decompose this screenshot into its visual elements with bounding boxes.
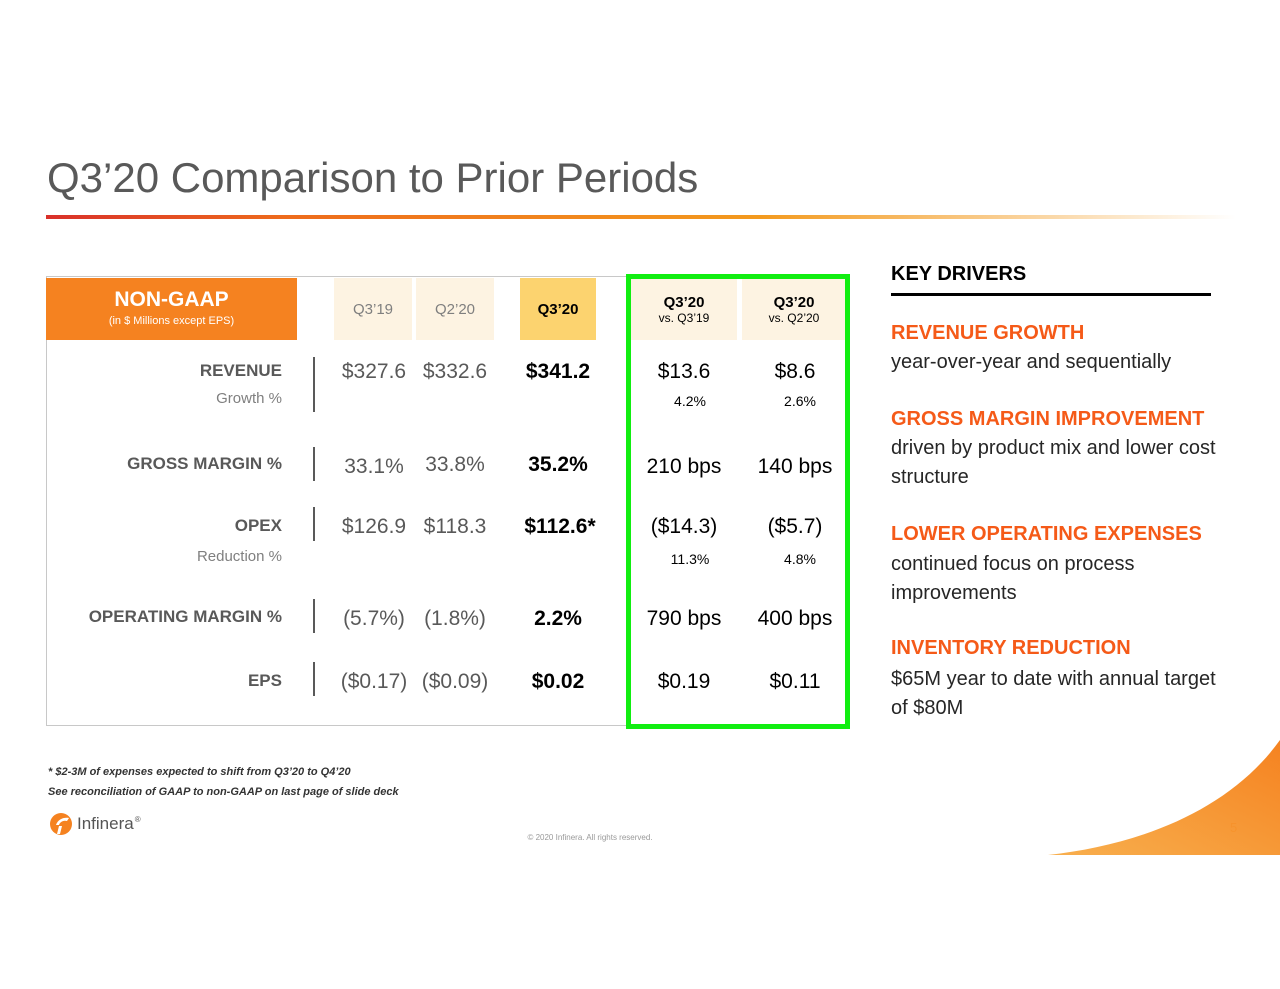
cell-revenue-q220: $332.6: [422, 360, 488, 383]
row-divider: [313, 357, 315, 391]
cell-growth-vs-q319: 4.2%: [674, 393, 706, 409]
non-gaap-subtitle: (in $ Millions except EPS): [108, 315, 235, 327]
cell-reduction-vs-q319: 11.3%: [670, 551, 710, 567]
cell-opex-q320: $112.6*: [524, 515, 596, 538]
infinera-logo: Infinera ®: [49, 811, 141, 837]
cell-opex-q220: $118.3: [423, 515, 487, 538]
row-divider: [313, 447, 315, 481]
corner-accent: [1048, 740, 1280, 855]
cell-gross-margin-q220: 33.8%: [425, 453, 485, 476]
cell-revenue-q319: $327.6: [341, 360, 407, 383]
column-header-q320: Q3’20: [520, 278, 596, 340]
key-drivers-title: KEY DRIVERS: [891, 263, 1027, 285]
cell-opex-vs-q220: ($5.7): [767, 515, 823, 538]
column-header-label: Q3’20: [663, 293, 705, 311]
non-gaap-header: NON-GAAP (in $ Millions except EPS): [46, 278, 297, 340]
driver-heading-gross-margin: GROSS MARGIN IMPROVEMENT: [891, 408, 1205, 430]
cell-gross-margin-vs-q319: 210 bps: [646, 455, 722, 478]
copyright: © 2020 Infinera. All rights reserved.: [527, 833, 653, 842]
row-label-opex: OPEX: [234, 516, 282, 535]
cell-eps-vs-q220: $0.11: [769, 670, 821, 693]
cell-revenue-vs-q319: $13.6: [657, 360, 711, 383]
page-title: Q3’20 Comparison to Prior Periods: [47, 154, 699, 201]
cell-revenue-vs-q220: $8.6: [774, 360, 816, 383]
logo-text: Infinera: [77, 814, 134, 833]
cell-operating-margin-vs-q220: 400 bps: [757, 607, 833, 630]
cell-eps-vs-q319: $0.19: [657, 670, 711, 693]
cell-opex-q319: $126.9: [341, 515, 407, 538]
non-gaap-title: NON-GAAP: [114, 288, 229, 311]
row-label-gross-margin: GROSS MARGIN %: [127, 454, 282, 473]
title-divider: [46, 215, 1236, 219]
row-label-reduction: Reduction %: [196, 548, 282, 565]
column-header-sublabel: vs. Q3’19: [658, 310, 710, 325]
row-label-growth: Growth %: [216, 390, 282, 407]
cell-growth-vs-q220: 2.6%: [784, 393, 816, 409]
column-header-q220: Q2’20: [416, 278, 494, 340]
footnote-reconciliation: See reconciliation of GAAP to non-GAAP o…: [48, 786, 399, 798]
driver-heading-opex: LOWER OPERATING EXPENSES: [891, 523, 1202, 545]
row-divider: [313, 507, 315, 541]
row-divider: [313, 662, 315, 696]
driver-text-gross-margin: driven by product mix and lower cost str…: [891, 437, 1216, 488]
cell-gross-margin-q319: 33.1%: [344, 455, 404, 478]
row-label-eps: EPS: [247, 671, 282, 690]
comparison-table: [46, 276, 628, 726]
column-header-sublabel: vs. Q2’20: [768, 310, 820, 325]
driver-text-inventory: $65M year to date with annual target of …: [891, 668, 1216, 719]
cell-eps-q319: ($0.17): [340, 670, 408, 693]
column-header-vs-q319: Q3’20 vs. Q3’19: [631, 278, 737, 340]
driver-heading-inventory: INVENTORY REDUCTION: [891, 637, 1131, 659]
column-header-label: Q3’20: [773, 293, 815, 311]
column-header-vs-q220: Q3’20 vs. Q2’20: [742, 278, 846, 340]
cell-operating-margin-q220: (1.8%): [424, 607, 486, 630]
cell-eps-q320: $0.02: [531, 670, 585, 693]
infinera-logo-icon: [50, 813, 72, 835]
row-divider: [313, 384, 315, 412]
driver-heading-revenue: REVENUE GROWTH: [891, 322, 1085, 344]
row-label-operating-margin: OPERATING MARGIN %: [88, 607, 282, 626]
driver-text-revenue: year-over-year and sequentially: [891, 351, 1172, 373]
highlight-box: [626, 274, 850, 729]
key-drivers-divider: [891, 293, 1211, 296]
footnote-opex: * $2-3M of expenses expected to shift fr…: [48, 766, 351, 778]
cell-gross-margin-vs-q220: 140 bps: [757, 455, 833, 478]
logo-mark: ®: [134, 815, 141, 824]
driver-text-opex: continued focus on process improvements: [891, 553, 1135, 604]
cell-revenue-q320: $341.2: [525, 360, 591, 383]
cell-operating-margin-q319: (5.7%): [343, 607, 405, 630]
cell-operating-margin-q320: 2.2%: [534, 607, 582, 630]
cell-eps-q220: ($0.09): [421, 670, 489, 693]
row-divider: [313, 599, 315, 633]
cell-opex-vs-q319: ($14.3): [650, 515, 718, 538]
cell-operating-margin-vs-q319: 790 bps: [646, 607, 722, 630]
column-header-q319: Q3’19: [334, 278, 412, 340]
cell-gross-margin-q320: 35.2%: [528, 453, 588, 476]
row-label-revenue: REVENUE: [199, 361, 282, 380]
cell-reduction-vs-q220: 4.8%: [784, 551, 816, 567]
